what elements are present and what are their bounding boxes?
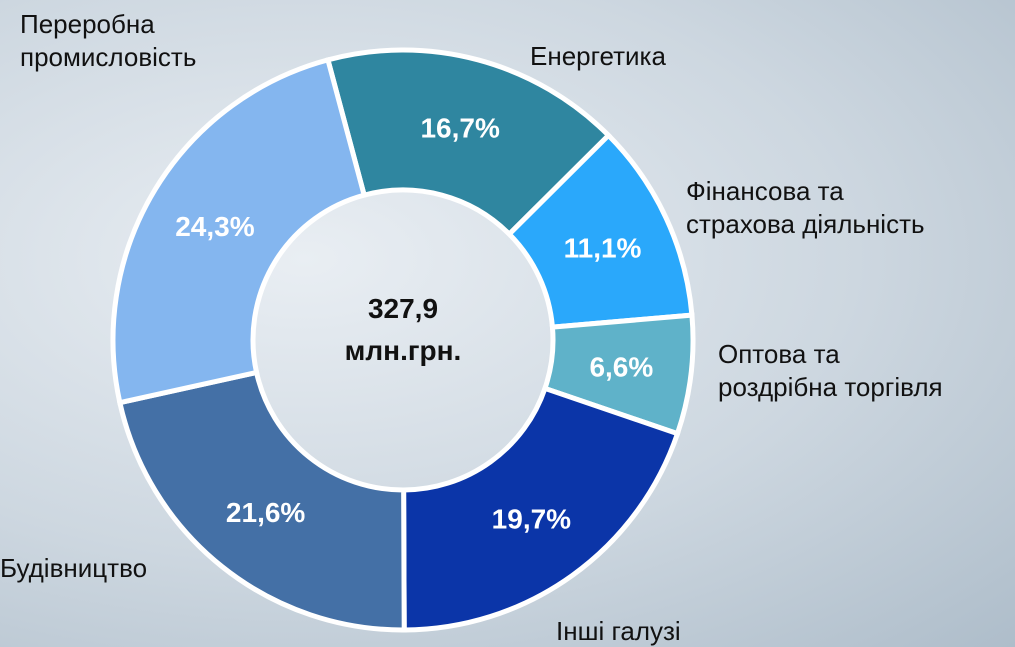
value-label: 11,1%	[564, 232, 642, 263]
slide: 16,7% 11,1% 6,6% 19,7% 21,6% 24,3% 327,9 млн.гр…	[0, 0, 1015, 647]
value-label: 21,6%	[226, 497, 305, 528]
center-label: 327,9	[368, 293, 438, 324]
category-label: Фінансова та страхова діяльність	[686, 175, 925, 240]
category-label: Інші галузі	[556, 615, 681, 647]
value-label: 19,7%	[492, 504, 571, 535]
value-label: 24,3%	[175, 211, 254, 242]
category-label: Будівництво	[0, 552, 147, 585]
chart: 16,7% 11,1% 6,6% 19,7% 21,6% 24,3% 327,9 млн.гр…	[0, 0, 1015, 647]
category-label: Переробна промисловість	[20, 8, 196, 73]
value-label: 6,6%	[589, 352, 653, 383]
category-label: Оптова та роздрібна торгівля	[718, 338, 943, 403]
value-label: 16,7%	[420, 113, 499, 144]
category-label: Енергетика	[530, 40, 666, 73]
center-label: млн.грн.	[345, 335, 462, 366]
